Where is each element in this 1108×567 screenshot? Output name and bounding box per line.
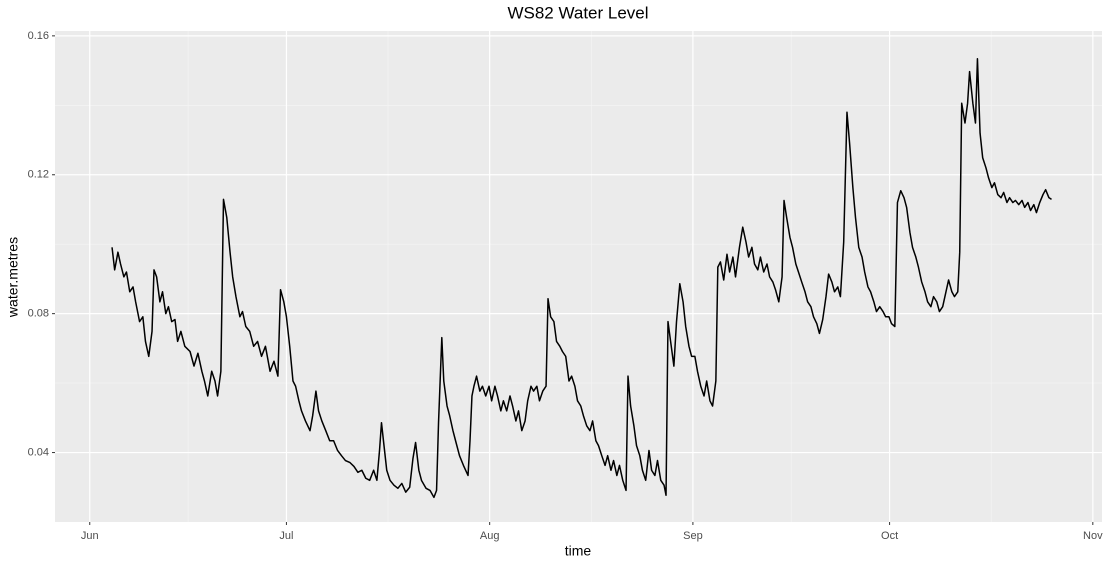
x-tick-label: Nov [1083, 530, 1103, 542]
y-axis-title: water.metres [5, 237, 21, 318]
data-line [111, 58, 1052, 499]
y-tick-label: 0.04 [28, 446, 49, 458]
x-tick-label: Jun [81, 530, 99, 542]
y-tick-label: 0.12 [28, 169, 49, 181]
x-tick-label: Oct [881, 530, 898, 542]
panel-background [55, 31, 1102, 522]
x-axis-title: time [565, 543, 592, 559]
chart-title: WS82 Water Level [507, 3, 648, 22]
x-tick-label: Aug [480, 530, 500, 542]
x-tick-label: Jul [279, 530, 293, 542]
x-tick-label: Sep [683, 530, 703, 542]
y-tick-label: 0.16 [28, 30, 49, 42]
y-tick-label: 0.08 [28, 308, 49, 320]
